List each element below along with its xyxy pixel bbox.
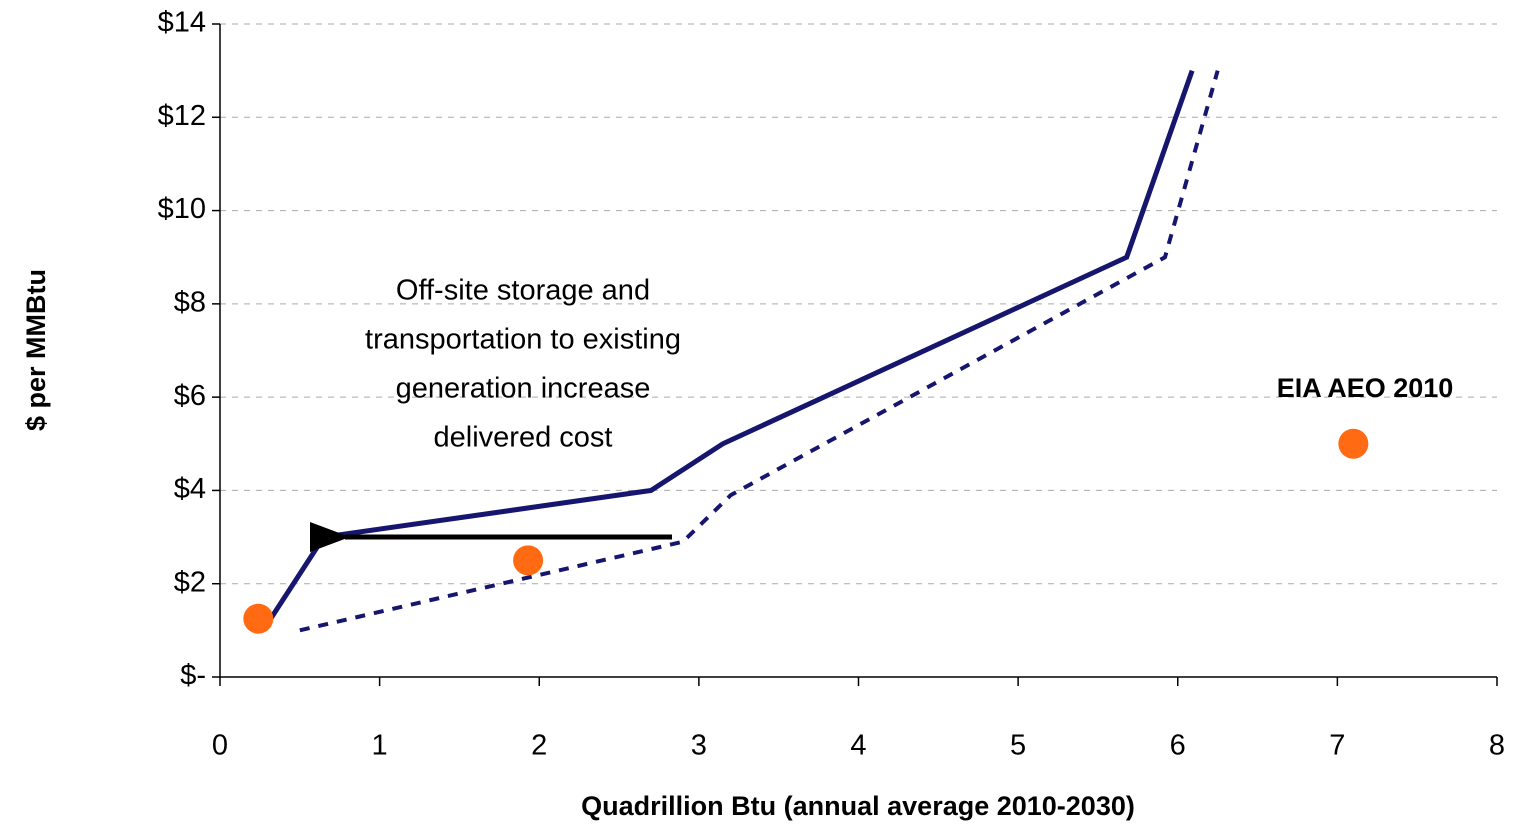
x-axis-title: Quadrillion Btu (annual average 2010-203… xyxy=(581,791,1135,821)
point xyxy=(513,545,544,576)
y-tick-label: $4 xyxy=(174,473,206,505)
annotation: transportation to existing xyxy=(365,324,681,356)
point xyxy=(1338,428,1369,459)
y-axis-title: $ per MMBtu xyxy=(21,269,51,431)
y-tick-label: $10 xyxy=(158,193,206,225)
x-tick-label: 0 xyxy=(212,730,228,762)
point xyxy=(243,603,274,634)
y-tick-label: $8 xyxy=(174,287,206,319)
series-line xyxy=(261,69,1195,632)
annotation: delivered cost xyxy=(434,422,613,454)
x-tick-label: 6 xyxy=(1170,730,1186,762)
annotation: Off-site storage and xyxy=(396,275,650,307)
y-tick-label: $- xyxy=(180,660,206,692)
y-tick-label: $2 xyxy=(174,566,206,598)
x-tick-label: 5 xyxy=(1010,730,1026,762)
x-tick-label: 7 xyxy=(1329,730,1345,762)
x-tick-label: 8 xyxy=(1489,730,1505,762)
y-tick-label: $6 xyxy=(174,380,206,412)
series-line xyxy=(299,70,1220,633)
x-tick-label: 4 xyxy=(850,730,866,762)
x-tick-label: 1 xyxy=(372,730,388,762)
annotation: generation increase xyxy=(396,373,651,405)
x-tick-label: 2 xyxy=(531,730,547,762)
y-tick-label: $14 xyxy=(158,7,206,39)
point-label: EIA AEO 2010 xyxy=(1277,373,1454,403)
x-tick-label: 3 xyxy=(691,730,707,762)
y-tick-label: $12 xyxy=(158,100,206,132)
